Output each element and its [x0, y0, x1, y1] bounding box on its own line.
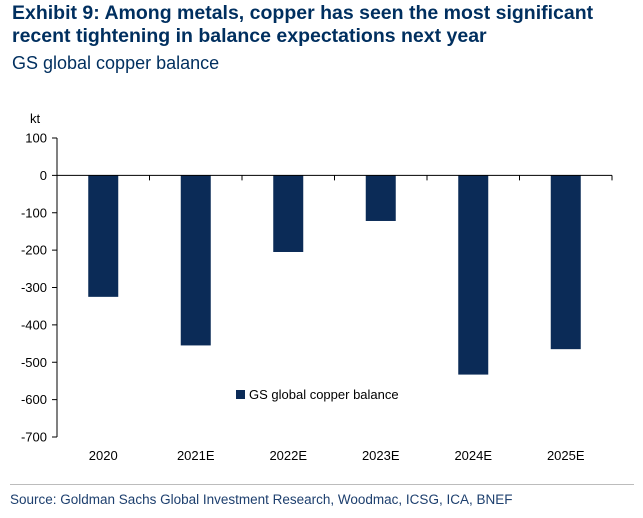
y-tick-label: 0	[40, 168, 47, 183]
source-note: Source: Goldman Sachs Global Investment …	[10, 492, 513, 507]
y-axis: 100 0 -100 -200 -300 -400 -500 -600 -700	[21, 131, 57, 445]
x-axis: 2020 2021E 2022E 2023E 2024E 2025E	[56, 175, 613, 463]
legend: GS global copper balance	[236, 387, 399, 402]
x-tick-label: 2024E	[454, 448, 492, 463]
y-tick-label: -300	[21, 280, 47, 295]
x-tick-label: 2022E	[269, 448, 307, 463]
x-tick-label: 2020	[89, 448, 118, 463]
bar-2023E	[365, 175, 396, 221]
y-tick-label: 100	[25, 131, 47, 146]
legend-swatch	[236, 390, 245, 399]
y-axis-unit: kt	[30, 111, 41, 126]
y-tick-label: -700	[21, 430, 47, 445]
y-tick-label: -600	[21, 392, 47, 407]
bar-2020	[88, 175, 119, 297]
x-tick-label: 2025E	[547, 448, 585, 463]
chart-title: Exhibit 9: Among metals, copper has seen…	[12, 2, 594, 47]
x-tick-label: 2023E	[362, 448, 400, 463]
bars	[88, 175, 581, 375]
legend-label: GS global copper balance	[249, 387, 399, 402]
y-tick-label: -500	[21, 355, 47, 370]
source-divider	[10, 484, 634, 485]
y-tick-label: -400	[21, 317, 47, 332]
x-tick-label: 2021E	[177, 448, 215, 463]
y-tick-label: -200	[21, 243, 47, 258]
bar-chart: kt 100 0 -100 -200 -300 -400 -500 -600 -700 2020…	[21, 111, 613, 463]
bar-2021E	[180, 175, 211, 346]
bar-2025E	[550, 175, 581, 350]
chart-subtitle: GS global copper balance	[12, 53, 220, 73]
y-tick-label: -100	[21, 205, 47, 220]
bar-2022E	[273, 175, 304, 252]
bar-2024E	[458, 175, 489, 375]
